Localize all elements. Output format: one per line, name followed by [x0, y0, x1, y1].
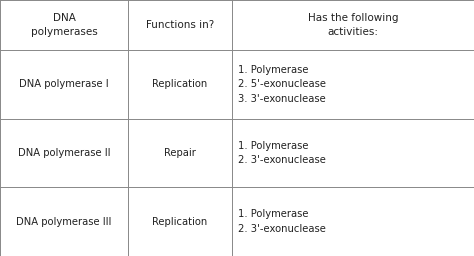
- Bar: [128, 119, 232, 187]
- Bar: [128, 0, 232, 50]
- Text: DNA
polymerases: DNA polymerases: [31, 13, 97, 37]
- Bar: [128, 187, 232, 256]
- Bar: [232, 50, 474, 119]
- Text: DNA polymerase I: DNA polymerase I: [19, 79, 109, 89]
- Text: Functions in?: Functions in?: [146, 20, 214, 30]
- Text: 1. Polymerase
2. 5'-exonuclease
3. 3'-exonuclease: 1. Polymerase 2. 5'-exonuclease 3. 3'-ex…: [238, 65, 327, 104]
- Bar: [0, 50, 128, 119]
- Text: Has the following
activities:: Has the following activities:: [308, 13, 398, 37]
- Text: Repair: Repair: [164, 148, 196, 158]
- Bar: [128, 50, 232, 119]
- Bar: [0, 0, 128, 50]
- Bar: [232, 0, 474, 50]
- Bar: [232, 119, 474, 187]
- Text: DNA polymerase II: DNA polymerase II: [18, 148, 110, 158]
- Text: 1. Polymerase
2. 3'-exonuclease: 1. Polymerase 2. 3'-exonuclease: [238, 209, 326, 234]
- Text: DNA polymerase III: DNA polymerase III: [16, 217, 112, 227]
- Text: Replication: Replication: [153, 217, 208, 227]
- Text: Replication: Replication: [153, 79, 208, 89]
- Text: 1. Polymerase
2. 3'-exonuclease: 1. Polymerase 2. 3'-exonuclease: [238, 141, 326, 165]
- Bar: [0, 119, 128, 187]
- Bar: [0, 187, 128, 256]
- Bar: [232, 187, 474, 256]
